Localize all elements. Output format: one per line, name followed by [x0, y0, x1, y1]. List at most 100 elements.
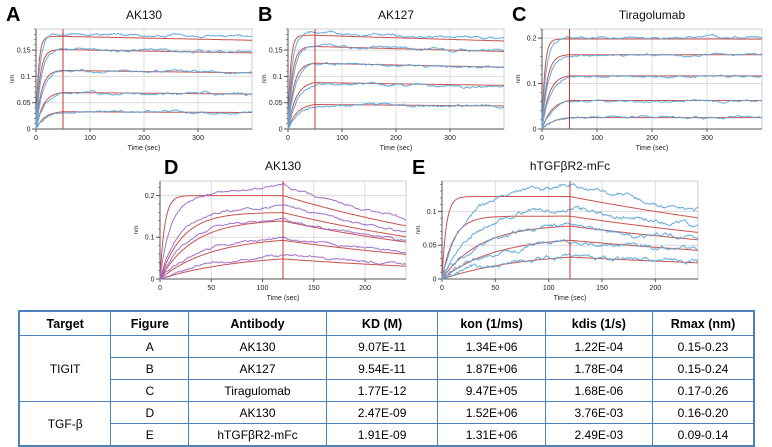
table-row: B AK127 9.54E-11 1.87E+06 1.78E-04 0.15-0.24: [19, 357, 755, 380]
table-cell: C: [110, 379, 190, 402]
column-header: KD (M): [325, 310, 439, 336]
panel-a: A AK130 0 0.05 0.1 0.15 0 100 200 300 Time (sec)…: [6, 4, 258, 156]
table-cell: 1.91E-09: [325, 423, 439, 447]
panel-b-title: AK127: [377, 8, 415, 22]
sensorgram-plot-a: 0 0.05 0.1 0.15 0 100 200 300 Time (sec) nm: [9, 28, 253, 152]
table-cell: 1.78E-04: [544, 357, 654, 380]
svg-text:Time (sec): Time (sec): [128, 145, 161, 152]
sensorgram-plot-e: 0 0.05 0.1 0 50 100 150 200 Time (sec) nm: [415, 180, 699, 302]
svg-text:0: 0: [533, 126, 537, 133]
svg-text:0.15: 0.15: [269, 48, 283, 55]
svg-text:Time (sec): Time (sec): [380, 145, 413, 152]
table-cell: AK130: [188, 401, 327, 424]
sensorgram-plot-b: 0 0.05 0.1 0.15 0 100 200 300 Time (sec) nm: [261, 28, 505, 152]
table-cell: 1.34E+06: [437, 335, 546, 358]
svg-text:nm: nm: [515, 74, 522, 83]
table-cell: Tiragulomab: [188, 379, 327, 402]
svg-text:50: 50: [207, 285, 215, 292]
svg-text:0.15: 0.15: [17, 48, 31, 55]
svg-text:0.1: 0.1: [21, 74, 31, 81]
table-cell: E: [110, 423, 190, 447]
table-row: TIGIT A AK130 9.07E-11 1.34E+06 1.22E-04 0.15-…: [18, 335, 755, 402]
svg-text:0: 0: [158, 285, 162, 292]
svg-text:0.1: 0.1: [527, 81, 537, 88]
column-header: Rmax (nm): [652, 310, 755, 336]
table-cell: 1.31E+06: [437, 423, 546, 447]
table-header-row: Target Figure Antibody KD (M) kon (1/ms) kdis…: [18, 310, 755, 336]
svg-text:150: 150: [596, 285, 608, 292]
column-header: Antibody: [188, 310, 327, 336]
target-cell: TIGIT: [18, 335, 112, 402]
svg-text:nm: nm: [9, 74, 16, 83]
panel-b: B AK127 0 0.05 0.1 0.15 0 100 200 300 Time (sec)…: [258, 4, 510, 156]
table-cell: 9.07E-11: [325, 335, 439, 358]
svg-text:200: 200: [649, 285, 661, 292]
svg-text:0: 0: [540, 135, 544, 142]
svg-text:0: 0: [34, 135, 38, 142]
svg-text:0.2: 0.2: [145, 193, 155, 200]
table-cell: 0.15-0.23: [652, 335, 755, 358]
panel-e-title: hTGFβR2-mFc: [529, 159, 611, 173]
svg-text:Time (sec): Time (sec): [554, 295, 587, 302]
panel-e: E hTGFβR2-mFc 0 0.05 0.1 0 50 100 150 200 Time (…: [412, 157, 704, 306]
table-cell: 1.68E-06: [544, 379, 654, 402]
column-header: kdis (1/s): [544, 310, 654, 336]
panel-a-title: AK130: [125, 8, 163, 22]
svg-text:0: 0: [27, 126, 31, 133]
panel-b-letter: B: [258, 4, 273, 26]
svg-text:200: 200: [646, 135, 658, 142]
svg-text:0.05: 0.05: [17, 100, 31, 107]
table-cell: A: [110, 335, 190, 358]
panel-c-letter: C: [512, 4, 527, 26]
svg-text:0.1: 0.1: [427, 209, 437, 216]
table-cell: AK130: [188, 335, 327, 358]
target-cell: TGF-β: [18, 401, 112, 447]
svg-text:0: 0: [433, 276, 437, 283]
table-cell: B: [110, 357, 190, 380]
svg-text:0: 0: [286, 135, 290, 142]
kinetics-table: Target Figure Antibody KD (M) kon (1/ms) kdis…: [18, 310, 755, 447]
panel-e-letter: E: [412, 157, 426, 179]
table-cell: 2.47E-09: [325, 401, 439, 424]
table-row: TGF-β D AK130 2.47E-09 1.52E+06 3.76E-03 0.16-…: [18, 401, 755, 447]
svg-text:0.05: 0.05: [423, 243, 437, 250]
table-cell: hTGFβR2-mFc: [188, 423, 327, 447]
svg-text:Time (sec): Time (sec): [636, 145, 669, 152]
panel-d-letter: D: [164, 157, 179, 179]
panel-d-title: AK130: [264, 159, 302, 173]
table-cell: 1.87E+06: [437, 357, 546, 380]
table-cell: 9.54E-11: [325, 357, 439, 380]
table-cell: 0.17-0.26: [652, 379, 755, 402]
panel-a-letter: A: [6, 4, 21, 26]
svg-text:nm: nm: [133, 225, 140, 234]
svg-text:150: 150: [308, 285, 320, 292]
table-cell: 3.76E-03: [544, 401, 654, 424]
panel-d: D AK130 0 0.1 0.2 0 50 100 150 200 Time (sec) nm: [130, 157, 412, 306]
svg-text:0.1: 0.1: [145, 235, 155, 242]
panel-c-title: Tiragolumab: [618, 8, 686, 22]
table-cell: 0.09-0.14: [652, 423, 755, 447]
svg-text:100: 100: [336, 135, 348, 142]
svg-text:0.1: 0.1: [273, 74, 283, 81]
table-cell: 0.15-0.24: [652, 357, 755, 380]
svg-text:200: 200: [359, 285, 371, 292]
svg-text:0: 0: [151, 276, 155, 283]
svg-text:200: 200: [390, 135, 402, 142]
column-header: kon (1/ms): [437, 310, 546, 336]
svg-text:300: 300: [444, 135, 456, 142]
svg-text:Time (sec): Time (sec): [267, 295, 300, 302]
sensorgram-plot-d: 0 0.1 0.2 0 50 100 150 200 Time (sec) nm: [133, 180, 407, 302]
table-cell: 0.16-0.20: [652, 401, 755, 424]
sensorgram-plot-c: 0 0.1 0.2 0 100 200 300 Time (sec) nm: [515, 28, 763, 152]
svg-text:200: 200: [138, 135, 150, 142]
svg-text:0: 0: [279, 126, 283, 133]
table-cell: 2.49E-03: [544, 423, 654, 447]
column-header: Target: [18, 310, 112, 336]
svg-text:100: 100: [257, 285, 269, 292]
svg-text:300: 300: [701, 135, 713, 142]
svg-text:300: 300: [192, 135, 204, 142]
column-header: Figure: [110, 310, 190, 336]
svg-text:0.05: 0.05: [269, 100, 283, 107]
svg-text:100: 100: [591, 135, 603, 142]
